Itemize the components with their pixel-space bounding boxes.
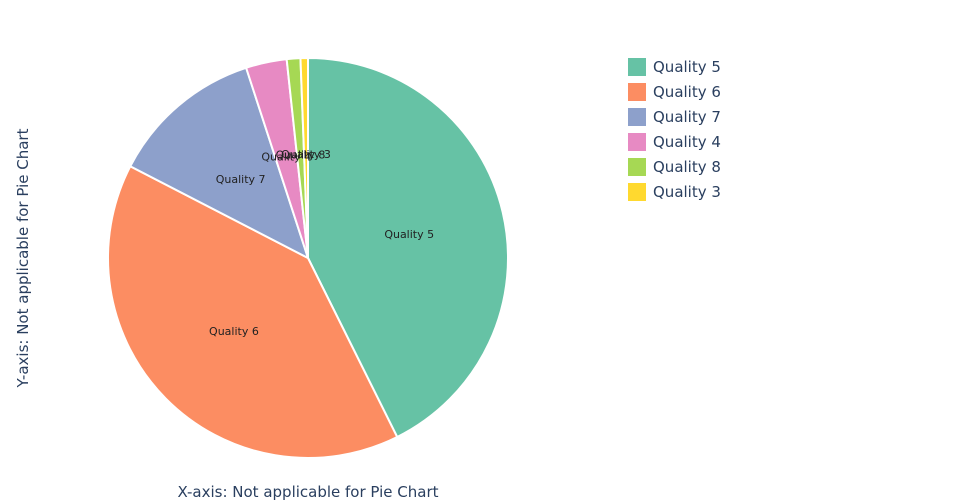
legend-label[interactable]: Quality 5 [653,58,721,76]
pie-slice [299,56,309,259]
legend-label[interactable]: Quality 8 [653,158,721,176]
pie-slices [107,56,509,459]
legend: Quality 5 Quality 6 Quality 7 Quality 4 Qual… [628,58,721,201]
pie-slice-label: Quality 5 [384,228,434,241]
pie-slice [128,66,310,261]
legend-swatch[interactable] [628,58,646,76]
legend-label[interactable]: Quality 7 [653,108,721,126]
y-axis-title: Y-axis: Not applicable for Pie Chart [14,128,32,388]
pie-slice-label: Quality 8 [276,148,326,161]
pie-slice [307,56,509,439]
pie-slice-labels: Quality 5 Quality 6 Quality 7 Quality 4Qual… [209,148,434,338]
legend-swatch[interactable] [628,183,646,201]
x-axis-title: X-axis: Not applicable for Pie Chart [177,483,438,500]
legend-label[interactable]: Quality 4 [653,133,721,151]
legend-label[interactable]: Quality 6 [653,83,721,101]
pie-slice-label: Quality 4 [261,150,311,163]
pie-slice [107,164,399,459]
legend-swatch[interactable] [628,83,646,101]
legend-label[interactable]: Quality 3 [653,183,721,201]
legend-swatch[interactable] [628,133,646,151]
legend-swatch[interactable] [628,108,646,126]
pie-slice-label: Quality 7 [216,173,266,186]
pie-slice-label: Quality 6 [209,325,259,338]
pie-slice-label: Quality 3 [281,148,331,161]
legend-swatch[interactable] [628,158,646,176]
